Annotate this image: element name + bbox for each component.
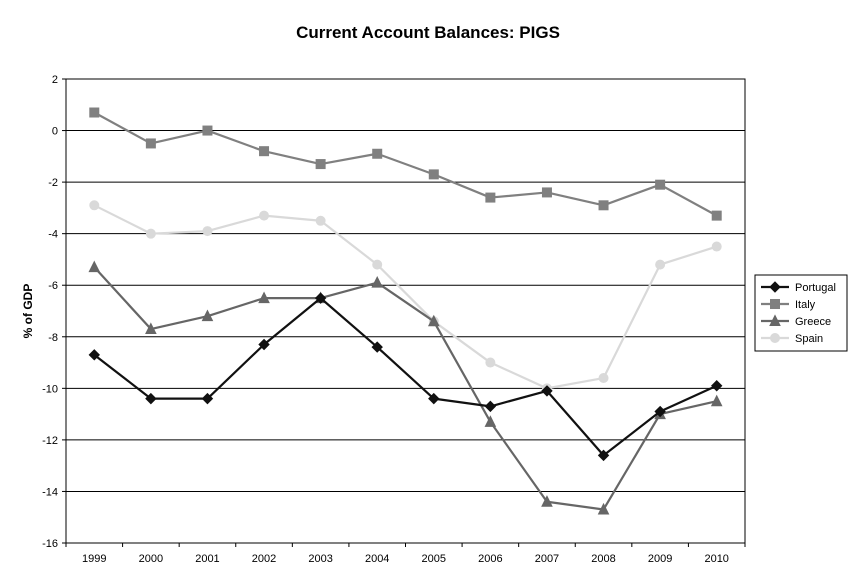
spain-point [711, 241, 722, 252]
greece-point [541, 495, 553, 507]
legend-label: Spain [795, 333, 823, 345]
y-tick-label: -16 [42, 538, 58, 550]
spain-line [93, 204, 718, 390]
greece-point [258, 291, 270, 304]
legend-marker [769, 314, 781, 326]
italy-point [202, 125, 213, 136]
spain-point [202, 226, 213, 237]
x-tick-label: 2010 [704, 553, 728, 565]
x-tick-label: 2008 [591, 553, 615, 565]
greece-point [371, 276, 384, 288]
legend-label: Greece [795, 316, 831, 328]
y-tick-label: -2 [48, 177, 58, 189]
spain-point [145, 228, 156, 239]
y-axis-label: % of GDP [21, 284, 35, 339]
plot-area [65, 78, 746, 544]
greece-point [427, 314, 440, 327]
portugal-point [88, 349, 100, 361]
legend-marker [769, 281, 781, 293]
greece-point [484, 415, 497, 427]
y-tick-label: 2 [52, 74, 58, 86]
portugal-point [371, 341, 383, 353]
portugal-point [145, 392, 157, 405]
series-layer [88, 107, 723, 515]
x-axis: 1999 2000 2001 2002 2003 2004 2005 2006 2007 2008… [65, 543, 746, 565]
x-tick-label: 2003 [308, 553, 332, 565]
italy-point [428, 169, 439, 180]
portugal-point [258, 338, 270, 351]
series-portugal [88, 292, 723, 462]
greece-point [201, 309, 214, 322]
greece-line [93, 266, 717, 511]
italy-point [145, 138, 156, 149]
spain-point [598, 373, 609, 384]
y-tick-label: -10 [42, 383, 58, 395]
italy-point [372, 148, 383, 159]
x-tick-label: 2002 [252, 553, 276, 565]
italy-point [259, 146, 270, 157]
portugal-point [201, 392, 214, 405]
grid-lines [66, 78, 745, 544]
italy-point [315, 159, 326, 170]
greece-point [145, 322, 157, 335]
x-tick-label: 2006 [478, 553, 502, 565]
legend-marker [770, 299, 780, 309]
x-tick-label: 2005 [422, 553, 446, 565]
italy-point [711, 210, 722, 221]
spain-point [372, 259, 383, 270]
greece-point [597, 502, 610, 515]
spain-point [259, 210, 270, 221]
y-tick-label: -8 [48, 332, 58, 344]
italy-point [89, 107, 100, 118]
greece-point [88, 260, 101, 273]
legend-item-portugal: Portugal [761, 281, 836, 294]
portugal-point [541, 385, 553, 397]
greece-point [710, 394, 723, 407]
spain-point [485, 357, 496, 368]
spain-point [655, 259, 666, 270]
spain-point [315, 215, 326, 226]
y-tick-label: -4 [48, 229, 58, 241]
italy-point [655, 179, 666, 190]
y-axis: 2 0 -2 -4 -6 -8 -10 -12 -14 -16 [42, 74, 66, 550]
series-spain [89, 200, 722, 394]
spain-point [89, 200, 100, 211]
x-tick-label: 2004 [365, 553, 389, 565]
y-tick-label: 0 [52, 126, 58, 138]
portugal-point [597, 449, 610, 462]
x-tick-label: 2000 [139, 553, 163, 565]
legend: Portugal Italy Greece Spain [754, 274, 848, 352]
x-tick-label: 1999 [82, 553, 106, 565]
legend-item-greece: Greece [761, 314, 831, 328]
italy-point [541, 187, 552, 198]
portugal-point [711, 380, 723, 392]
series-italy [89, 107, 722, 221]
legend-item-italy: Italy [761, 299, 816, 311]
y-tick-label: -6 [48, 280, 58, 292]
legend-label: Italy [795, 299, 816, 311]
portugal-line [93, 297, 718, 457]
series-greece [88, 260, 723, 515]
italy-line [93, 111, 718, 217]
x-tick-label: 2009 [648, 553, 672, 565]
italy-point [485, 192, 496, 203]
y-tick-label: -14 [42, 486, 58, 498]
portugal-point [484, 400, 497, 413]
chart-title: Current Account Balances: PIGS [296, 23, 560, 42]
portugal-point [428, 392, 440, 405]
italy-point [598, 200, 609, 211]
legend-item-spain: Spain [761, 333, 823, 345]
x-tick-label: 2001 [195, 553, 219, 565]
y-tick-label: -12 [42, 435, 58, 447]
x-tick-label: 2007 [535, 553, 559, 565]
legend-label: Portugal [795, 282, 836, 294]
legend-marker [770, 333, 780, 343]
portugal-point [654, 405, 666, 418]
portugal-point [314, 292, 327, 304]
